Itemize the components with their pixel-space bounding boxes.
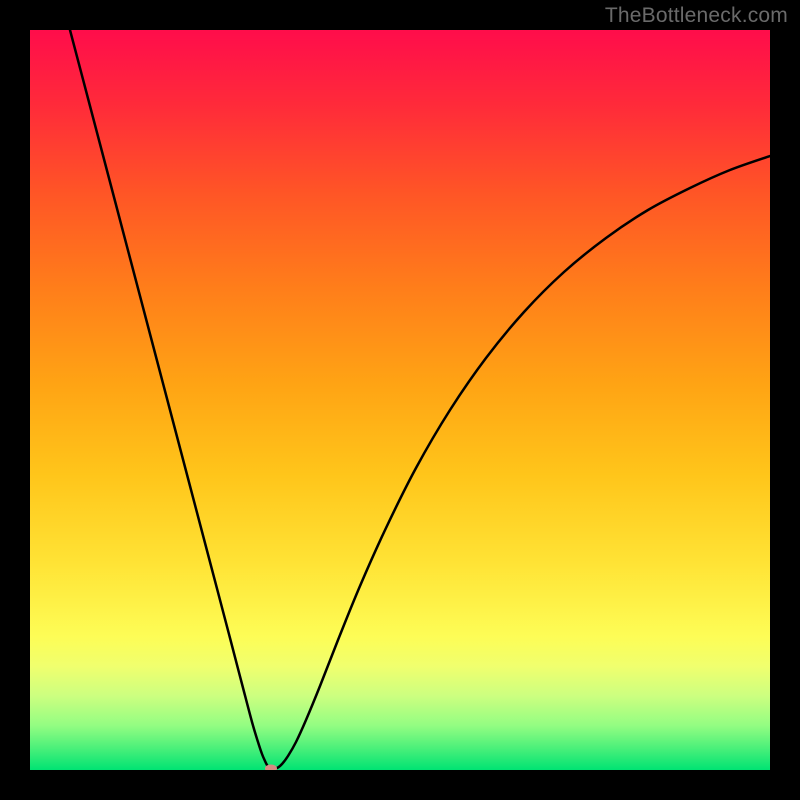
gradient-background	[30, 30, 770, 770]
watermark-text: TheBottleneck.com	[605, 4, 788, 28]
chart-frame: TheBottleneck.com	[0, 0, 800, 800]
chart-svg	[30, 30, 770, 770]
plot-area	[30, 30, 770, 770]
